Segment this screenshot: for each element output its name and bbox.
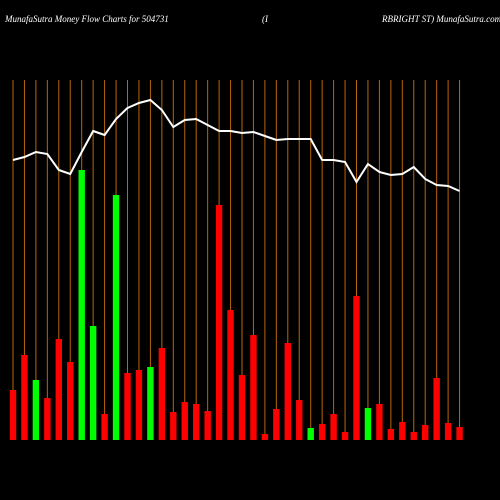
bar [193,404,200,440]
bar [296,400,303,440]
bar [364,408,372,440]
bar [21,355,28,440]
bar [444,423,452,440]
bar [147,367,154,440]
bar [399,422,406,440]
bar [78,170,85,440]
bar [135,370,143,440]
bar [238,375,246,440]
bar [170,412,177,440]
bar [433,378,440,440]
bar [89,326,97,440]
bar [456,427,463,440]
bar [9,390,17,440]
bar [204,411,211,440]
bar [273,409,280,440]
bar [341,432,349,440]
bar [330,414,337,440]
bar [32,380,40,440]
bar [227,310,234,440]
bar [112,195,120,440]
bar [44,398,51,440]
bar [250,335,257,440]
bar [376,404,383,440]
bar [124,373,131,440]
bar [353,296,360,440]
chart-title-middle: (I [262,14,269,24]
bar [422,425,429,440]
bar [318,424,326,440]
bar [215,205,223,440]
chart-title: MunafaSutra Money Flow Charts for 504731 [4,14,169,24]
bar [181,402,188,440]
bar [410,432,417,440]
bar [55,339,62,440]
bar [387,429,395,440]
chart-title-right: RBRIGHT ST) MunafaSutra.com [381,14,500,24]
bar [101,414,108,440]
bar [261,434,269,440]
bar [307,428,314,440]
bar [67,362,74,440]
bar [158,348,166,440]
money-flow-line [12,98,460,192]
bar [284,343,291,440]
